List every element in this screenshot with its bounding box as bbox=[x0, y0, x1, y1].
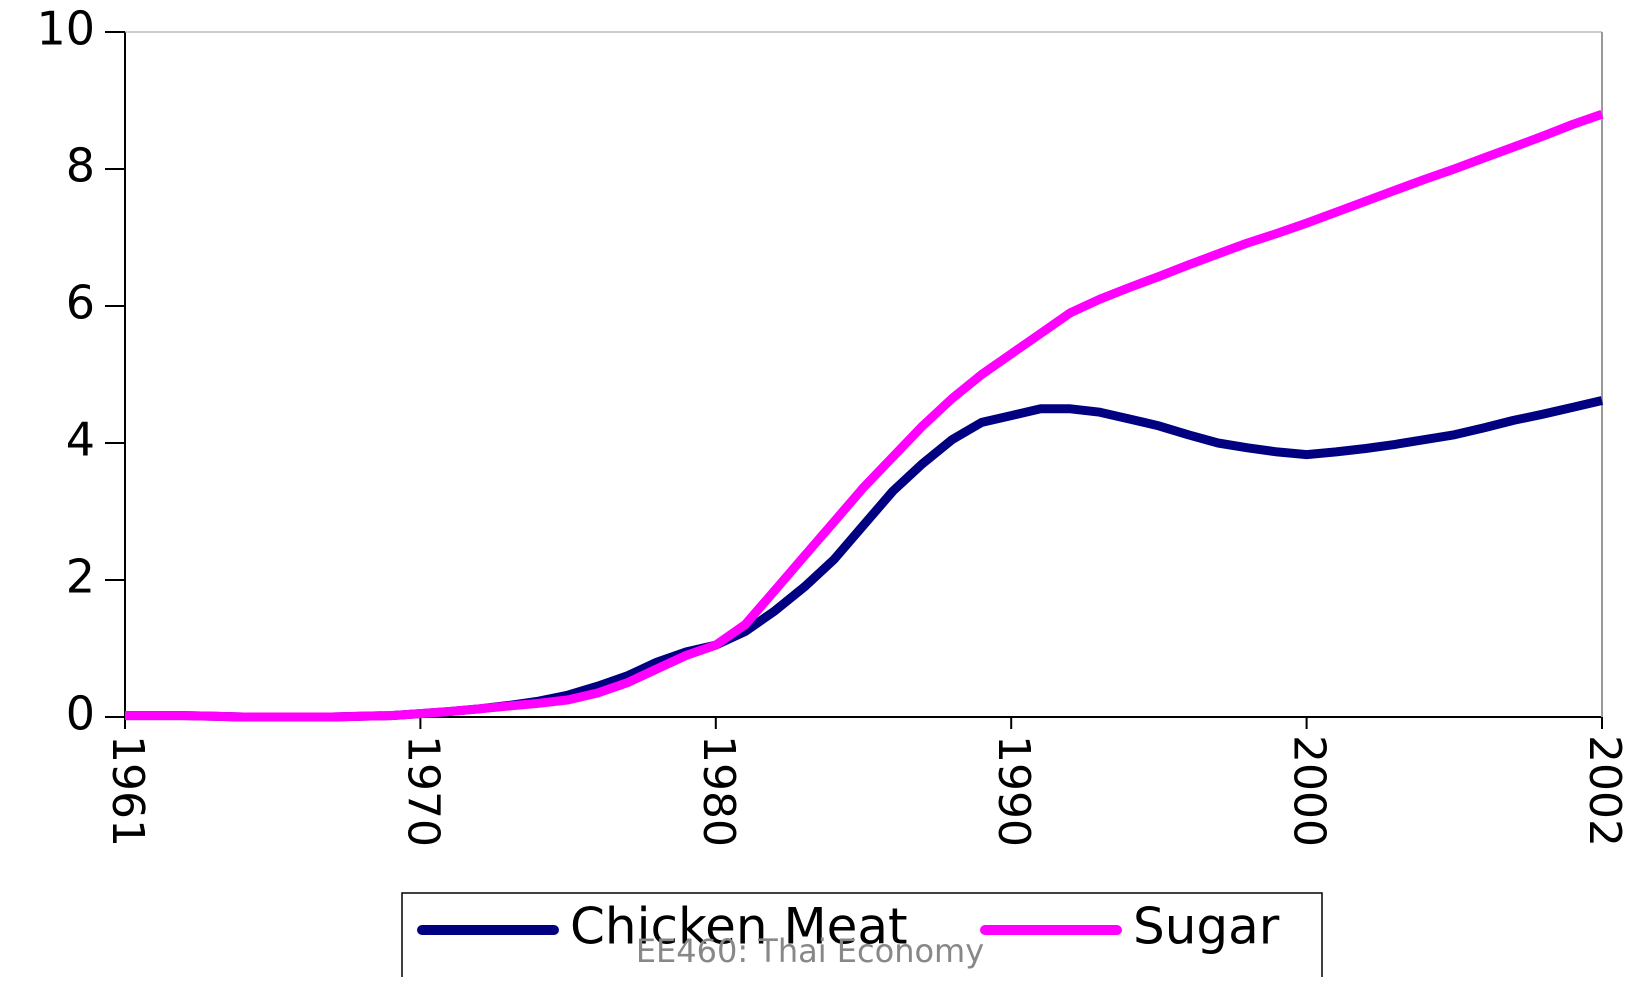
y-tick-label: 10 bbox=[36, 2, 95, 56]
y-tick-label: 4 bbox=[66, 413, 95, 467]
y-tick-label: 2 bbox=[66, 550, 95, 604]
legend-label: Chicken Meat bbox=[570, 898, 908, 956]
series-line bbox=[125, 109, 1604, 722]
x-tick-label: 1970 bbox=[397, 735, 448, 847]
y-tick-label: 8 bbox=[66, 139, 95, 193]
x-tick-label: 1980 bbox=[693, 735, 744, 847]
series-line bbox=[125, 396, 1604, 722]
x-tick-label: 2002 bbox=[1579, 735, 1630, 847]
footer: EE460: Thai Economy bbox=[636, 932, 984, 970]
legend-label: Sugar bbox=[1133, 898, 1280, 956]
y-tick-label: 0 bbox=[66, 687, 95, 741]
legend: Chicken Meat Sugar bbox=[417, 898, 1280, 956]
y-tick-label: 6 bbox=[66, 276, 95, 330]
x-tick-label: 1961 bbox=[102, 735, 153, 847]
plot-area: 0 2 4 6 8 10 1961 1970 1980 1990 2000 2002 bbox=[36, 2, 1630, 847]
legend-box bbox=[401, 892, 1323, 981]
x-tick-label: 1990 bbox=[988, 735, 1039, 847]
x-tick-label: 2000 bbox=[1284, 735, 1335, 847]
